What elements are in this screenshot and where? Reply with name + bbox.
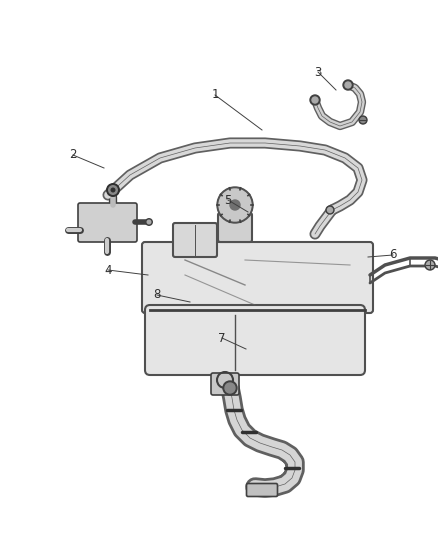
Circle shape: [225, 383, 235, 393]
Circle shape: [110, 188, 116, 192]
Circle shape: [106, 183, 120, 197]
Circle shape: [328, 207, 332, 213]
FancyBboxPatch shape: [142, 242, 373, 313]
Circle shape: [427, 262, 434, 269]
Circle shape: [310, 95, 320, 105]
Circle shape: [146, 220, 152, 224]
Text: 8: 8: [153, 288, 161, 302]
Circle shape: [360, 117, 365, 123]
Circle shape: [217, 187, 253, 223]
Text: 3: 3: [314, 66, 321, 78]
Circle shape: [359, 116, 367, 124]
Circle shape: [312, 97, 318, 103]
FancyBboxPatch shape: [145, 305, 365, 375]
FancyBboxPatch shape: [78, 203, 137, 242]
Circle shape: [223, 381, 237, 395]
Text: 7: 7: [218, 332, 226, 344]
Circle shape: [145, 218, 153, 226]
Circle shape: [425, 260, 435, 270]
Circle shape: [326, 206, 334, 214]
Circle shape: [343, 80, 353, 90]
FancyBboxPatch shape: [218, 213, 252, 242]
Circle shape: [230, 200, 240, 210]
Text: 6: 6: [389, 248, 397, 262]
Circle shape: [345, 82, 351, 88]
FancyBboxPatch shape: [247, 483, 278, 497]
FancyBboxPatch shape: [211, 373, 239, 395]
Text: 2: 2: [69, 149, 77, 161]
Text: 5: 5: [224, 193, 232, 206]
FancyBboxPatch shape: [173, 223, 217, 257]
Circle shape: [219, 189, 251, 221]
Text: 1: 1: [211, 88, 219, 101]
Circle shape: [108, 185, 118, 195]
Text: 4: 4: [104, 263, 112, 277]
